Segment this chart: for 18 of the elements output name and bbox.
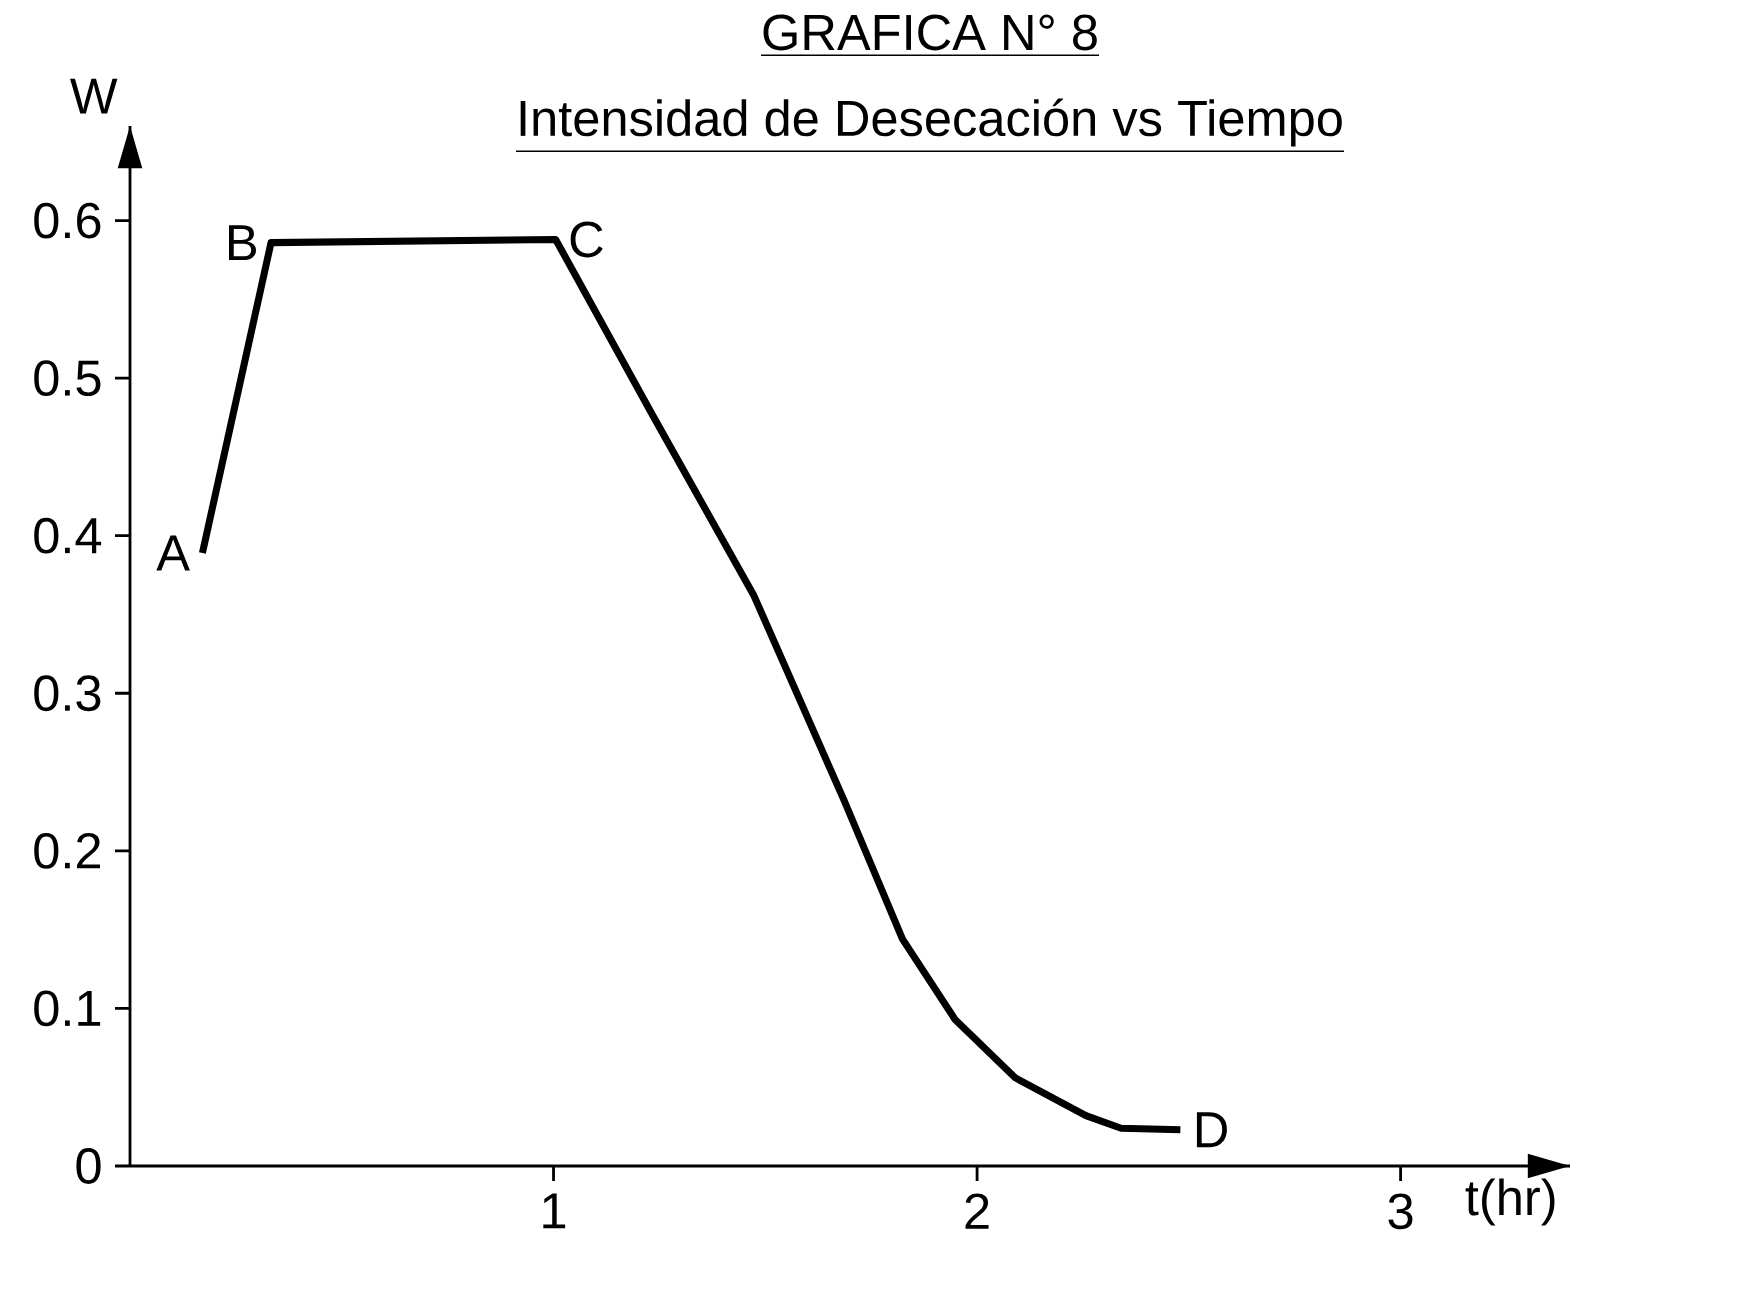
annotation: B: [229, 225, 256, 261]
y-axis-title: W: [70, 78, 118, 114]
y-tick-label: 0.3: [34, 675, 101, 712]
y-tick-label: 0.1: [34, 990, 101, 1027]
annotation: D: [1196, 1112, 1227, 1148]
y-tick-label: 0: [76, 1148, 101, 1184]
y-tick-label: 0.2: [34, 832, 101, 869]
x-tick-label: 2: [965, 1193, 989, 1229]
x-tick-label: 1: [543, 1193, 566, 1229]
y-tick-label: 0.4: [34, 517, 102, 554]
chart-title: GRAFICA N° 8: [763, 14, 1097, 51]
x-tick-label: 3: [1388, 1193, 1413, 1230]
y-tick-label: 0.6: [34, 202, 101, 239]
chart-subtitle: Intensidad de Desecación vs Tiempo: [520, 98, 1342, 147]
x-axis-title: t(hr): [1465, 1178, 1555, 1226]
y-tick-label: 0.5: [34, 360, 101, 397]
annotation: A: [156, 535, 190, 571]
annotation: C: [570, 221, 603, 258]
